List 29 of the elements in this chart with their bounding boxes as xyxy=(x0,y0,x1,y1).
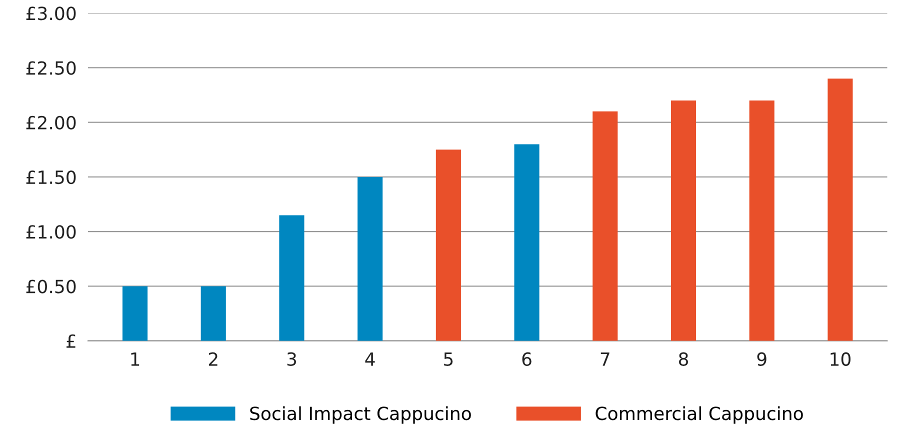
x-tick-label: 9 xyxy=(757,352,766,366)
x-tick-label: 3 xyxy=(287,352,296,366)
bar xyxy=(200,286,226,341)
y-tick-label: £0.50 xyxy=(26,280,76,294)
bar xyxy=(358,176,383,341)
legend-label: Social Impact Cappucino xyxy=(250,406,471,424)
bar xyxy=(436,150,461,341)
x-tick-label: 7 xyxy=(600,352,610,366)
x-tick-label: 5 xyxy=(444,352,453,366)
bar xyxy=(514,144,540,341)
bar xyxy=(749,100,774,341)
legend-label: Commercial Cappucino xyxy=(596,406,803,424)
y-tick-label: £3.00 xyxy=(26,6,76,20)
y-tick-label: £2.00 xyxy=(26,116,76,130)
y-tick-label: £1.50 xyxy=(26,170,76,184)
x-tick-label: 1 xyxy=(131,352,140,366)
y-tick-label: £1.00 xyxy=(26,225,76,239)
x-tick-label: 10 xyxy=(830,352,850,366)
bar xyxy=(670,100,696,341)
bar xyxy=(828,78,853,341)
y-tick-label: £2.50 xyxy=(26,61,76,75)
x-tick-label: 2 xyxy=(208,352,218,366)
x-tick-label: 8 xyxy=(678,352,688,366)
bar xyxy=(122,286,148,341)
x-tick-label: 6 xyxy=(522,352,532,366)
y-tick-label: £ xyxy=(66,334,76,348)
bar xyxy=(279,215,304,341)
x-tick-label: 4 xyxy=(365,352,375,366)
bar xyxy=(592,111,618,341)
